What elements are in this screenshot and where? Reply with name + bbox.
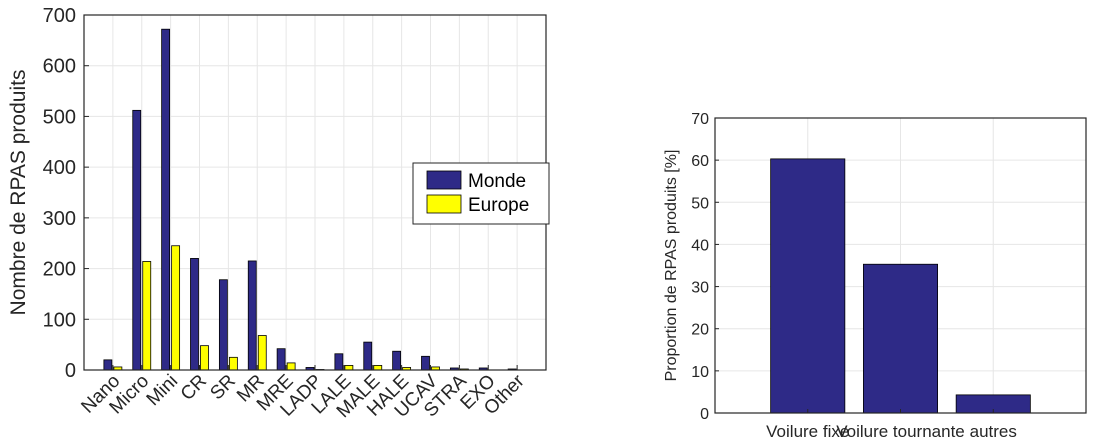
x-tick-label: Voilure fixe xyxy=(766,422,849,441)
y-tick-label: 300 xyxy=(43,208,76,230)
bar-monde xyxy=(103,359,113,371)
bar-europe xyxy=(344,365,354,371)
y-tick-label: 30 xyxy=(691,280,709,297)
y-tick-label: 0 xyxy=(65,360,76,382)
y-tick-label: 50 xyxy=(691,195,709,212)
plot-frame xyxy=(714,117,1087,414)
bar-europe xyxy=(286,362,296,371)
y-tick-label: 60 xyxy=(691,153,709,170)
bar-europe xyxy=(228,356,238,371)
legend-label-monde: Monde xyxy=(468,171,526,192)
bar xyxy=(863,263,939,414)
y-axis-label: Proportion de RPAS produits [%] xyxy=(663,150,680,382)
y-tick-label: 500 xyxy=(43,106,76,128)
bar-monde xyxy=(334,353,344,371)
bar-europe xyxy=(142,261,152,371)
bar-monde xyxy=(247,260,257,371)
bar-monde xyxy=(421,355,430,371)
bar-monde xyxy=(190,258,199,371)
bar xyxy=(770,158,846,414)
y-tick-label: 200 xyxy=(43,259,76,281)
y-tick-label: 0 xyxy=(700,406,709,423)
y-tick-label: 600 xyxy=(43,56,76,78)
legend-label-europe: Europe xyxy=(468,195,529,216)
x-tick-label: autres xyxy=(970,422,1017,441)
legend-swatch-europe xyxy=(426,194,462,214)
bar-monde xyxy=(132,109,142,371)
y-tick-label: 700 xyxy=(43,5,76,27)
y-axis-label: Nombre de RPAS produits xyxy=(7,70,30,316)
bar-monde xyxy=(392,350,402,371)
y-tick-label: 20 xyxy=(691,322,709,339)
x-tick-label: CR xyxy=(177,371,211,405)
bar-monde xyxy=(363,341,373,371)
bar-europe xyxy=(171,245,181,371)
y-tick-label: 10 xyxy=(691,364,709,381)
chart-left: 0100200300400500600700NanoMicroMiniCRSRM… xyxy=(7,5,550,422)
y-tick-label: 40 xyxy=(691,237,709,254)
bar-europe xyxy=(373,365,383,371)
bar-europe xyxy=(200,345,209,371)
y-tick-label: 70 xyxy=(691,111,709,128)
bar-europe xyxy=(257,335,267,371)
bar-monde xyxy=(161,28,171,371)
bar-monde xyxy=(218,279,228,371)
x-tick-label: Voilure tournante xyxy=(836,422,965,441)
y-tick-label: 100 xyxy=(43,309,76,331)
y-tick-label: 400 xyxy=(43,157,76,179)
legend-swatch-monde xyxy=(426,170,462,190)
bar-monde xyxy=(276,348,286,371)
x-tick-label: SR xyxy=(206,371,240,405)
